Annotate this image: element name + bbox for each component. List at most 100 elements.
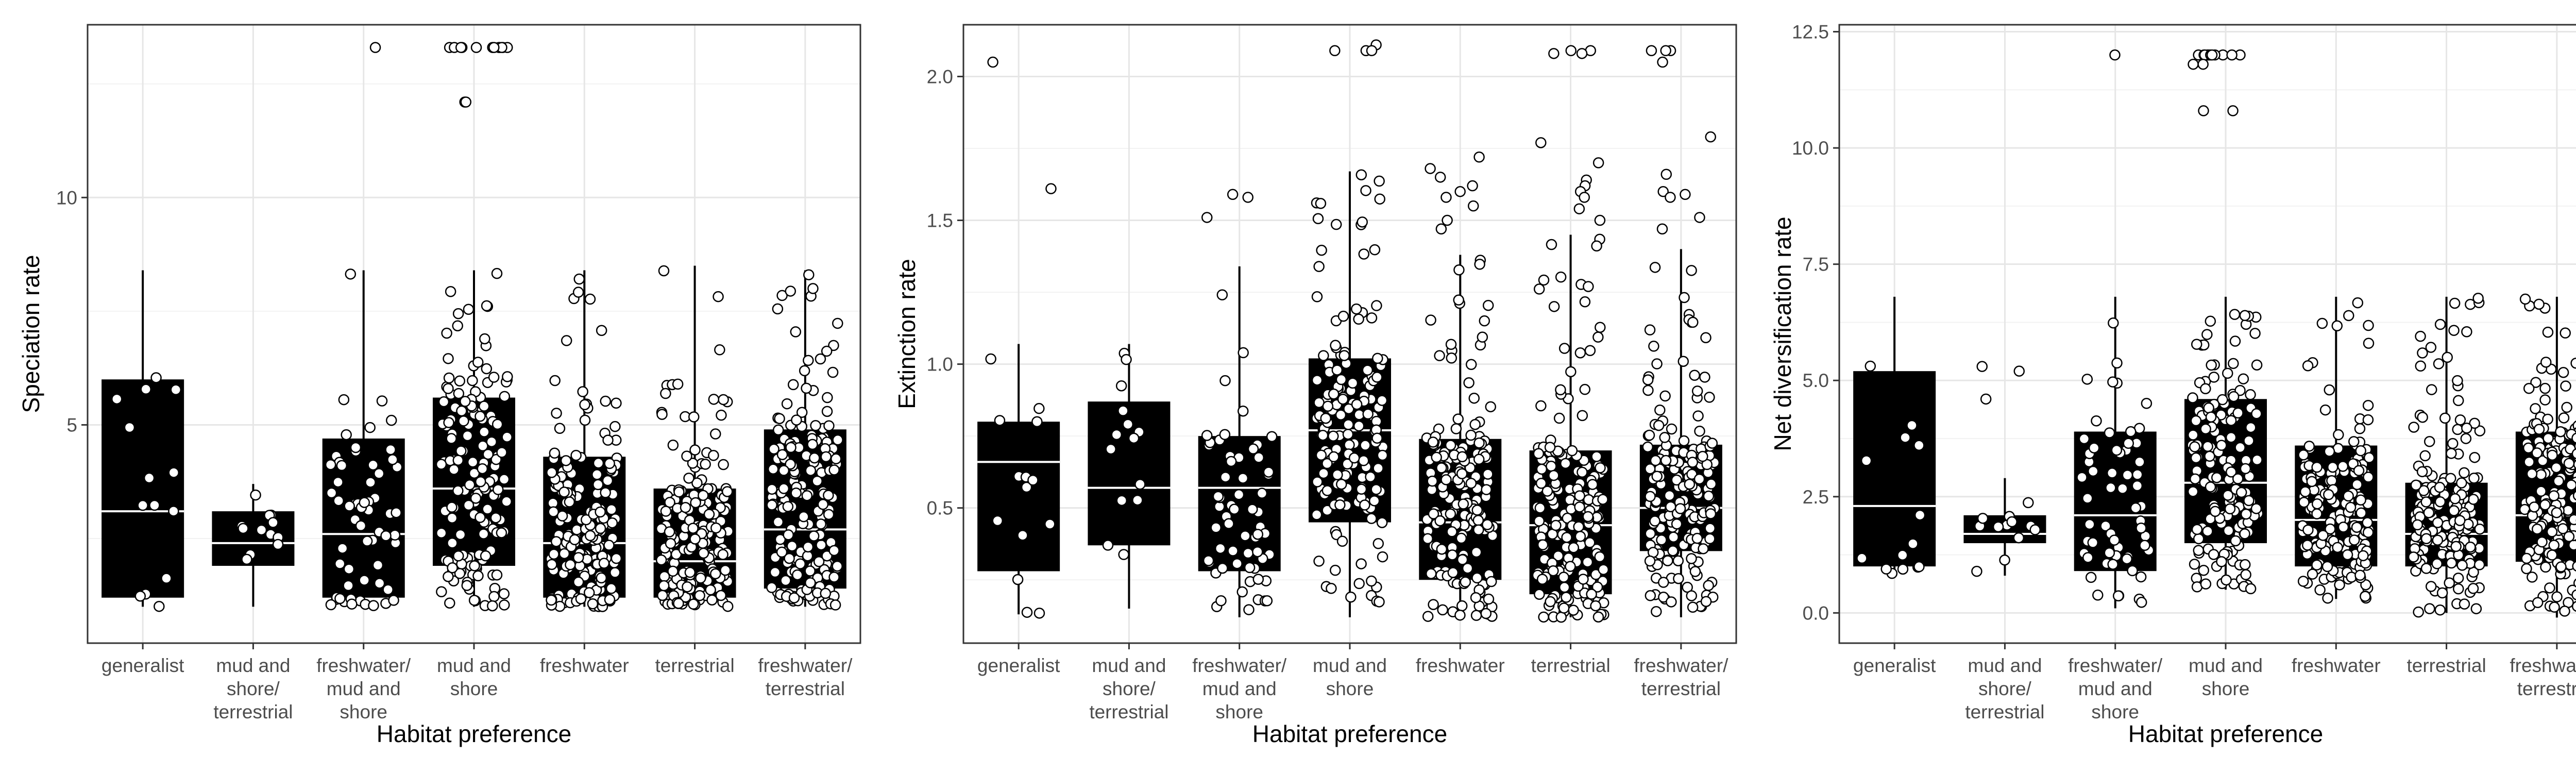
data-point bbox=[2105, 482, 2116, 494]
data-point bbox=[2572, 561, 2576, 572]
data-point bbox=[822, 392, 833, 404]
data-point bbox=[2092, 590, 2104, 601]
x-tick-label-line: freshwater/ bbox=[1634, 655, 1728, 676]
data-point bbox=[2354, 569, 2366, 581]
data-point bbox=[2107, 559, 2119, 570]
data-point bbox=[2452, 395, 2464, 407]
outlier-point bbox=[2109, 49, 2121, 61]
data-point bbox=[2571, 589, 2576, 600]
data-point bbox=[807, 439, 818, 450]
data-point bbox=[2358, 550, 2369, 562]
y-tick-label: 2.5 bbox=[1803, 486, 1829, 508]
data-point bbox=[1330, 564, 1341, 576]
data-point bbox=[1031, 416, 1043, 428]
data-point bbox=[346, 598, 358, 610]
data-point bbox=[1330, 340, 1341, 351]
outlier-point bbox=[2188, 58, 2199, 70]
outlier-point bbox=[1435, 223, 1447, 235]
data-point bbox=[2084, 518, 2095, 530]
data-point bbox=[1453, 264, 1465, 276]
data-point bbox=[1128, 432, 1140, 444]
data-point bbox=[1555, 271, 1567, 283]
data-point bbox=[832, 434, 843, 446]
data-point bbox=[2568, 514, 2576, 526]
data-point bbox=[1977, 513, 1989, 524]
x-tick-label: freshwater/mud and shore bbox=[2068, 655, 2163, 722]
data-point bbox=[572, 287, 584, 298]
data-point bbox=[1456, 600, 1468, 612]
data-point bbox=[1374, 596, 1385, 608]
y-tick-label: 1.0 bbox=[927, 354, 953, 375]
data-point bbox=[1553, 412, 1565, 424]
data-point bbox=[2299, 486, 2311, 497]
data-point bbox=[2134, 456, 2145, 468]
outlier-point bbox=[2206, 49, 2218, 61]
data-point bbox=[2333, 429, 2344, 441]
data-point bbox=[1651, 358, 1663, 369]
data-point bbox=[365, 477, 376, 488]
data-point bbox=[1315, 449, 1327, 461]
data-point bbox=[1591, 240, 1602, 252]
y-tick-label: 5.0 bbox=[1803, 370, 1829, 391]
data-point bbox=[140, 383, 151, 395]
data-point bbox=[2222, 367, 2233, 379]
data-point bbox=[2193, 533, 2205, 545]
data-point bbox=[2355, 445, 2366, 457]
data-point bbox=[664, 497, 675, 508]
data-point bbox=[1463, 377, 1475, 389]
data-point bbox=[1428, 508, 1439, 519]
data-point bbox=[1574, 501, 1585, 513]
box-group-3 bbox=[2074, 296, 2157, 609]
data-point bbox=[1560, 458, 1571, 469]
box-group-5 bbox=[2295, 296, 2378, 604]
data-point bbox=[2426, 384, 2437, 395]
x-axis-title: Habitat preference bbox=[1252, 720, 1447, 747]
data-point bbox=[1436, 544, 1448, 555]
data-point bbox=[2360, 591, 2371, 602]
data-point bbox=[2454, 414, 2466, 426]
data-point bbox=[792, 569, 803, 581]
data-point bbox=[2362, 399, 2374, 411]
x-tick-label-line: mud and bbox=[1092, 655, 1166, 676]
data-point bbox=[1216, 289, 1228, 300]
data-point bbox=[143, 472, 155, 484]
data-point bbox=[611, 397, 622, 409]
data-point bbox=[1579, 296, 1591, 308]
data-point bbox=[1673, 573, 1684, 584]
data-point bbox=[2206, 359, 2217, 371]
data-point bbox=[1468, 392, 1480, 404]
data-point bbox=[1595, 462, 1606, 474]
data-point bbox=[2198, 565, 2209, 576]
data-point bbox=[655, 554, 667, 566]
data-point bbox=[2088, 442, 2100, 453]
data-point bbox=[1369, 244, 1381, 256]
data-point bbox=[1365, 471, 1376, 483]
data-point bbox=[587, 598, 599, 610]
data-point bbox=[1648, 341, 1659, 352]
data-point bbox=[1565, 366, 1577, 378]
data-point bbox=[2243, 495, 2255, 507]
data-point bbox=[2325, 523, 2336, 535]
data-point bbox=[1482, 468, 1494, 480]
data-point bbox=[831, 453, 842, 465]
outlier-point bbox=[1660, 169, 1672, 180]
data-point bbox=[817, 498, 829, 510]
data-point bbox=[385, 444, 396, 456]
data-point bbox=[1544, 442, 1556, 453]
data-point bbox=[2122, 469, 2133, 481]
data-point bbox=[1345, 591, 1357, 603]
data-point bbox=[325, 459, 336, 470]
data-point bbox=[1537, 539, 1549, 550]
data-point bbox=[1376, 517, 1388, 528]
data-point bbox=[1860, 455, 1872, 466]
x-tick-label-line: terrestrial bbox=[655, 655, 734, 676]
outlier-point bbox=[1680, 189, 1691, 200]
box bbox=[101, 379, 184, 598]
data-point bbox=[2354, 423, 2366, 434]
data-point bbox=[1456, 468, 1468, 479]
data-point bbox=[1313, 556, 1325, 567]
data-point bbox=[2447, 438, 2459, 449]
data-point bbox=[491, 267, 503, 279]
outlier-point bbox=[1535, 137, 1547, 148]
data-point bbox=[1358, 455, 1369, 466]
